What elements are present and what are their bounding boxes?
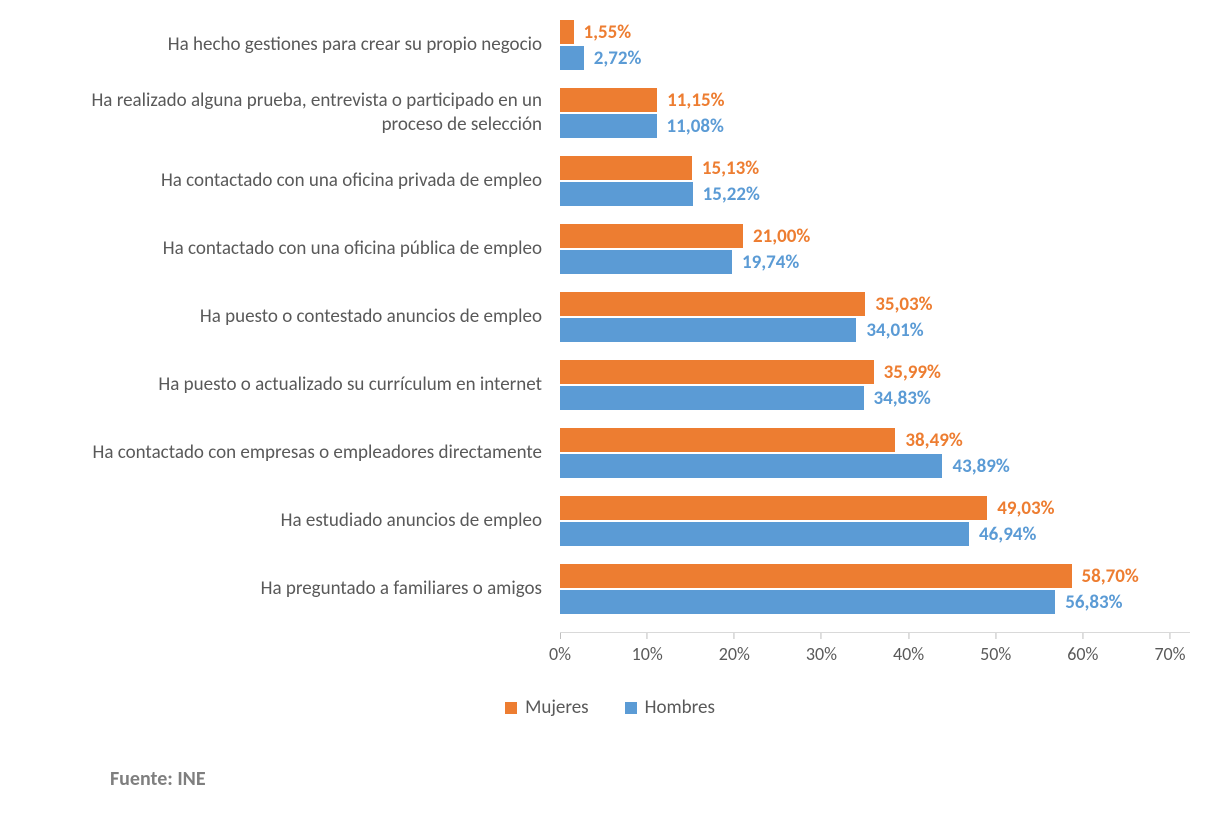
bar-value-mujeres: 58,70%	[1082, 565, 1139, 588]
bar-value-mujeres: 15,13%	[702, 157, 759, 180]
bar-mujeres	[560, 292, 865, 316]
bar-hombres	[560, 114, 657, 138]
bar-value-hombres: 11,08%	[667, 115, 724, 138]
bar-value-hombres: 15,22%	[703, 183, 760, 206]
legend: Mujeres Hombres	[30, 696, 1190, 719]
bar-mujeres	[560, 20, 574, 44]
category-label: Ha estudiado anuncios de empleo	[30, 509, 560, 533]
x-axis: 0% 10% 20% 30% 40% 50% 60% 70%	[30, 632, 1190, 672]
x-tick-label: 20%	[719, 643, 750, 665]
bar-value-hombres: 46,94%	[979, 523, 1036, 546]
x-tick-label: 40%	[893, 643, 924, 665]
bar-mujeres	[560, 224, 743, 248]
category-label: Ha realizado alguna prueba, entrevista o…	[30, 89, 560, 137]
bar-value-hombres: 43,89%	[952, 455, 1009, 478]
bar-hombres	[560, 46, 584, 70]
bar-mujeres	[560, 360, 874, 384]
x-tick: 10%	[632, 633, 663, 665]
bar-mujeres	[560, 88, 657, 112]
grouped-horizontal-bar-chart: Ha hecho gestiones para crear su propio …	[30, 20, 1190, 791]
bar-mujeres	[560, 156, 692, 180]
category-label: Ha hecho gestiones para crear su propio …	[30, 33, 560, 57]
legend-swatch-hombres	[625, 702, 637, 714]
chart-row: Ha estudiado anuncios de empleo 49,03% 46,…	[30, 496, 1190, 546]
legend-item-hombres: Hombres	[625, 696, 715, 719]
category-label: Ha contactado con una oficina privada de…	[30, 169, 560, 193]
chart-row: Ha hecho gestiones para crear su propio …	[30, 20, 1190, 70]
bar-hombres	[560, 386, 864, 410]
x-tick: 20%	[719, 633, 750, 665]
x-tick: 0%	[549, 633, 571, 665]
bar-value-hombres: 56,83%	[1065, 591, 1122, 614]
category-label: Ha contactado con empresas o empleadores…	[30, 441, 560, 465]
legend-swatch-mujeres	[505, 702, 517, 714]
bar-value-mujeres: 1,55%	[584, 21, 632, 44]
x-tick-label: 50%	[980, 643, 1011, 665]
category-label: Ha puesto o contestado anuncios de emple…	[30, 305, 560, 329]
chart-row: Ha puesto o actualizado su currículum en…	[30, 360, 1190, 410]
x-tick: 40%	[893, 633, 924, 665]
category-label: Ha contactado con una oficina pública de…	[30, 237, 560, 261]
chart-row: Ha preguntado a familiares o amigos 58,70…	[30, 564, 1190, 614]
chart-rows: Ha hecho gestiones para crear su propio …	[30, 20, 1190, 614]
bar-mujeres	[560, 564, 1072, 588]
legend-item-mujeres: Mujeres	[505, 696, 589, 719]
bar-hombres	[560, 250, 732, 274]
x-tick-label: 30%	[806, 643, 837, 665]
bar-value-hombres: 34,01%	[866, 319, 923, 342]
bar-hombres	[560, 522, 969, 546]
category-label: Ha preguntado a familiares o amigos	[30, 577, 560, 601]
bar-hombres	[560, 318, 856, 342]
legend-label-mujeres: Mujeres	[525, 696, 589, 719]
bar-value-mujeres: 49,03%	[997, 497, 1054, 520]
bar-value-mujeres: 35,99%	[884, 361, 941, 384]
bar-value-hombres: 19,74%	[742, 251, 799, 274]
category-label: Ha puesto o actualizado su currículum en…	[30, 373, 560, 397]
source-label: Fuente: INE	[110, 767, 1190, 791]
bar-value-mujeres: 21,00%	[753, 225, 810, 248]
chart-row: Ha puesto o contestado anuncios de emple…	[30, 292, 1190, 342]
x-tick: 30%	[806, 633, 837, 665]
chart-row: Ha contactado con empresas o empleadores…	[30, 428, 1190, 478]
bar-value-hombres: 2,72%	[594, 47, 642, 70]
legend-label-hombres: Hombres	[645, 696, 715, 719]
bar-mujeres	[560, 496, 987, 520]
x-tick: 60%	[1067, 633, 1098, 665]
x-tick: 50%	[980, 633, 1011, 665]
x-tick-label: 10%	[632, 643, 663, 665]
bar-hombres	[560, 590, 1055, 614]
bar-value-mujeres: 35,03%	[875, 293, 932, 316]
bar-value-mujeres: 38,49%	[905, 429, 962, 452]
bar-value-mujeres: 11,15%	[667, 89, 724, 112]
bar-value-hombres: 34,83%	[874, 387, 931, 410]
chart-row: Ha realizado alguna prueba, entrevista o…	[30, 88, 1190, 138]
chart-row: Ha contactado con una oficina pública de…	[30, 224, 1190, 274]
x-tick: 70%	[1154, 633, 1185, 665]
x-tick-label: 0%	[549, 643, 571, 665]
bar-mujeres	[560, 428, 895, 452]
x-tick-label: 60%	[1067, 643, 1098, 665]
x-tick-label: 70%	[1154, 643, 1185, 665]
bar-hombres	[560, 182, 693, 206]
chart-row: Ha contactado con una oficina privada de…	[30, 156, 1190, 206]
bar-hombres	[560, 454, 942, 478]
